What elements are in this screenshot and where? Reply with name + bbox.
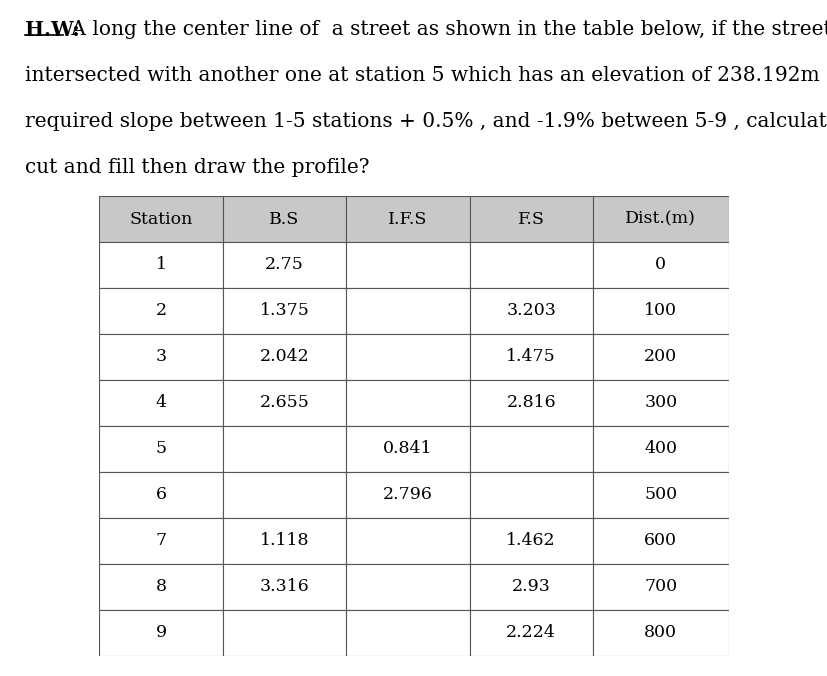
Bar — [346, 242, 469, 288]
Text: 0.841: 0.841 — [383, 440, 432, 458]
Text: 3.203: 3.203 — [505, 302, 556, 320]
Text: 300: 300 — [643, 394, 676, 412]
Text: 5: 5 — [155, 440, 166, 458]
Text: 1.462: 1.462 — [506, 532, 556, 550]
Text: 2: 2 — [155, 302, 166, 320]
Text: 8: 8 — [155, 578, 166, 596]
Text: 1.375: 1.375 — [259, 302, 309, 320]
Text: intersected with another one at station 5 which has an elevation of 238.192m and: intersected with another one at station … — [25, 66, 827, 85]
Text: 1: 1 — [155, 256, 166, 274]
Bar — [469, 426, 592, 472]
Bar — [469, 518, 592, 564]
Bar — [469, 334, 592, 380]
Text: 2.042: 2.042 — [259, 348, 309, 366]
Bar — [346, 334, 469, 380]
Bar — [592, 334, 728, 380]
Bar — [222, 426, 346, 472]
Bar — [592, 242, 728, 288]
Bar — [469, 242, 592, 288]
Text: 9: 9 — [155, 624, 166, 642]
Text: Station: Station — [129, 210, 193, 228]
Text: 7: 7 — [155, 532, 166, 550]
Bar — [592, 564, 728, 610]
Text: F.S: F.S — [517, 210, 544, 228]
Bar — [222, 380, 346, 426]
Bar — [346, 426, 469, 472]
Text: 1.475: 1.475 — [506, 348, 556, 366]
Bar — [346, 610, 469, 656]
Bar — [346, 472, 469, 518]
Bar — [99, 242, 222, 288]
Bar — [592, 380, 728, 426]
Text: 2.224: 2.224 — [505, 624, 556, 642]
Bar — [592, 518, 728, 564]
Text: 1.118: 1.118 — [260, 532, 308, 550]
Bar — [99, 426, 222, 472]
Bar — [592, 610, 728, 656]
Text: 600: 600 — [643, 532, 676, 550]
Bar — [99, 334, 222, 380]
Bar — [99, 288, 222, 334]
Bar — [99, 564, 222, 610]
Bar — [469, 564, 592, 610]
Text: H.W:: H.W: — [25, 20, 79, 41]
Bar — [346, 196, 469, 242]
Text: A long the center line of  a street as shown in the table below, if the street: A long the center line of a street as sh… — [65, 20, 827, 39]
Bar — [99, 518, 222, 564]
Bar — [469, 610, 592, 656]
Bar — [346, 380, 469, 426]
Text: 2.796: 2.796 — [382, 486, 433, 504]
Bar — [346, 564, 469, 610]
Bar — [592, 426, 728, 472]
Bar — [346, 518, 469, 564]
Text: 2.655: 2.655 — [259, 394, 309, 412]
Text: 3: 3 — [155, 348, 166, 366]
Text: 6: 6 — [155, 486, 166, 504]
Text: Dist.(m): Dist.(m) — [624, 210, 696, 228]
Text: 2.75: 2.75 — [265, 256, 304, 274]
Text: I.F.S: I.F.S — [388, 210, 427, 228]
Bar — [592, 472, 728, 518]
Text: 2.816: 2.816 — [506, 394, 556, 412]
Text: 4: 4 — [155, 394, 166, 412]
Text: cut and fill then draw the profile?: cut and fill then draw the profile? — [25, 158, 369, 177]
Bar — [222, 518, 346, 564]
Bar — [99, 472, 222, 518]
Text: 100: 100 — [643, 302, 676, 320]
Bar — [222, 564, 346, 610]
Bar — [222, 242, 346, 288]
Bar — [222, 196, 346, 242]
Bar — [99, 196, 222, 242]
Text: 200: 200 — [643, 348, 676, 366]
Bar — [346, 288, 469, 334]
Text: required slope between 1-5 stations + 0.5% , and -1.9% between 5-9 , calculate t: required slope between 1-5 stations + 0.… — [25, 112, 827, 131]
Bar — [592, 196, 728, 242]
Text: 3.316: 3.316 — [259, 578, 309, 596]
Text: 500: 500 — [643, 486, 676, 504]
Bar — [222, 288, 346, 334]
Bar — [99, 610, 222, 656]
Text: 800: 800 — [643, 624, 676, 642]
Bar — [222, 334, 346, 380]
Bar — [222, 610, 346, 656]
Bar — [469, 472, 592, 518]
Bar — [469, 196, 592, 242]
Bar — [99, 380, 222, 426]
Text: 700: 700 — [643, 578, 676, 596]
Text: B.S: B.S — [269, 210, 299, 228]
Text: 400: 400 — [643, 440, 676, 458]
Text: 0: 0 — [654, 256, 666, 274]
Bar — [469, 288, 592, 334]
Text: 2.93: 2.93 — [511, 578, 550, 596]
Bar — [592, 288, 728, 334]
Bar — [222, 472, 346, 518]
Bar — [469, 380, 592, 426]
